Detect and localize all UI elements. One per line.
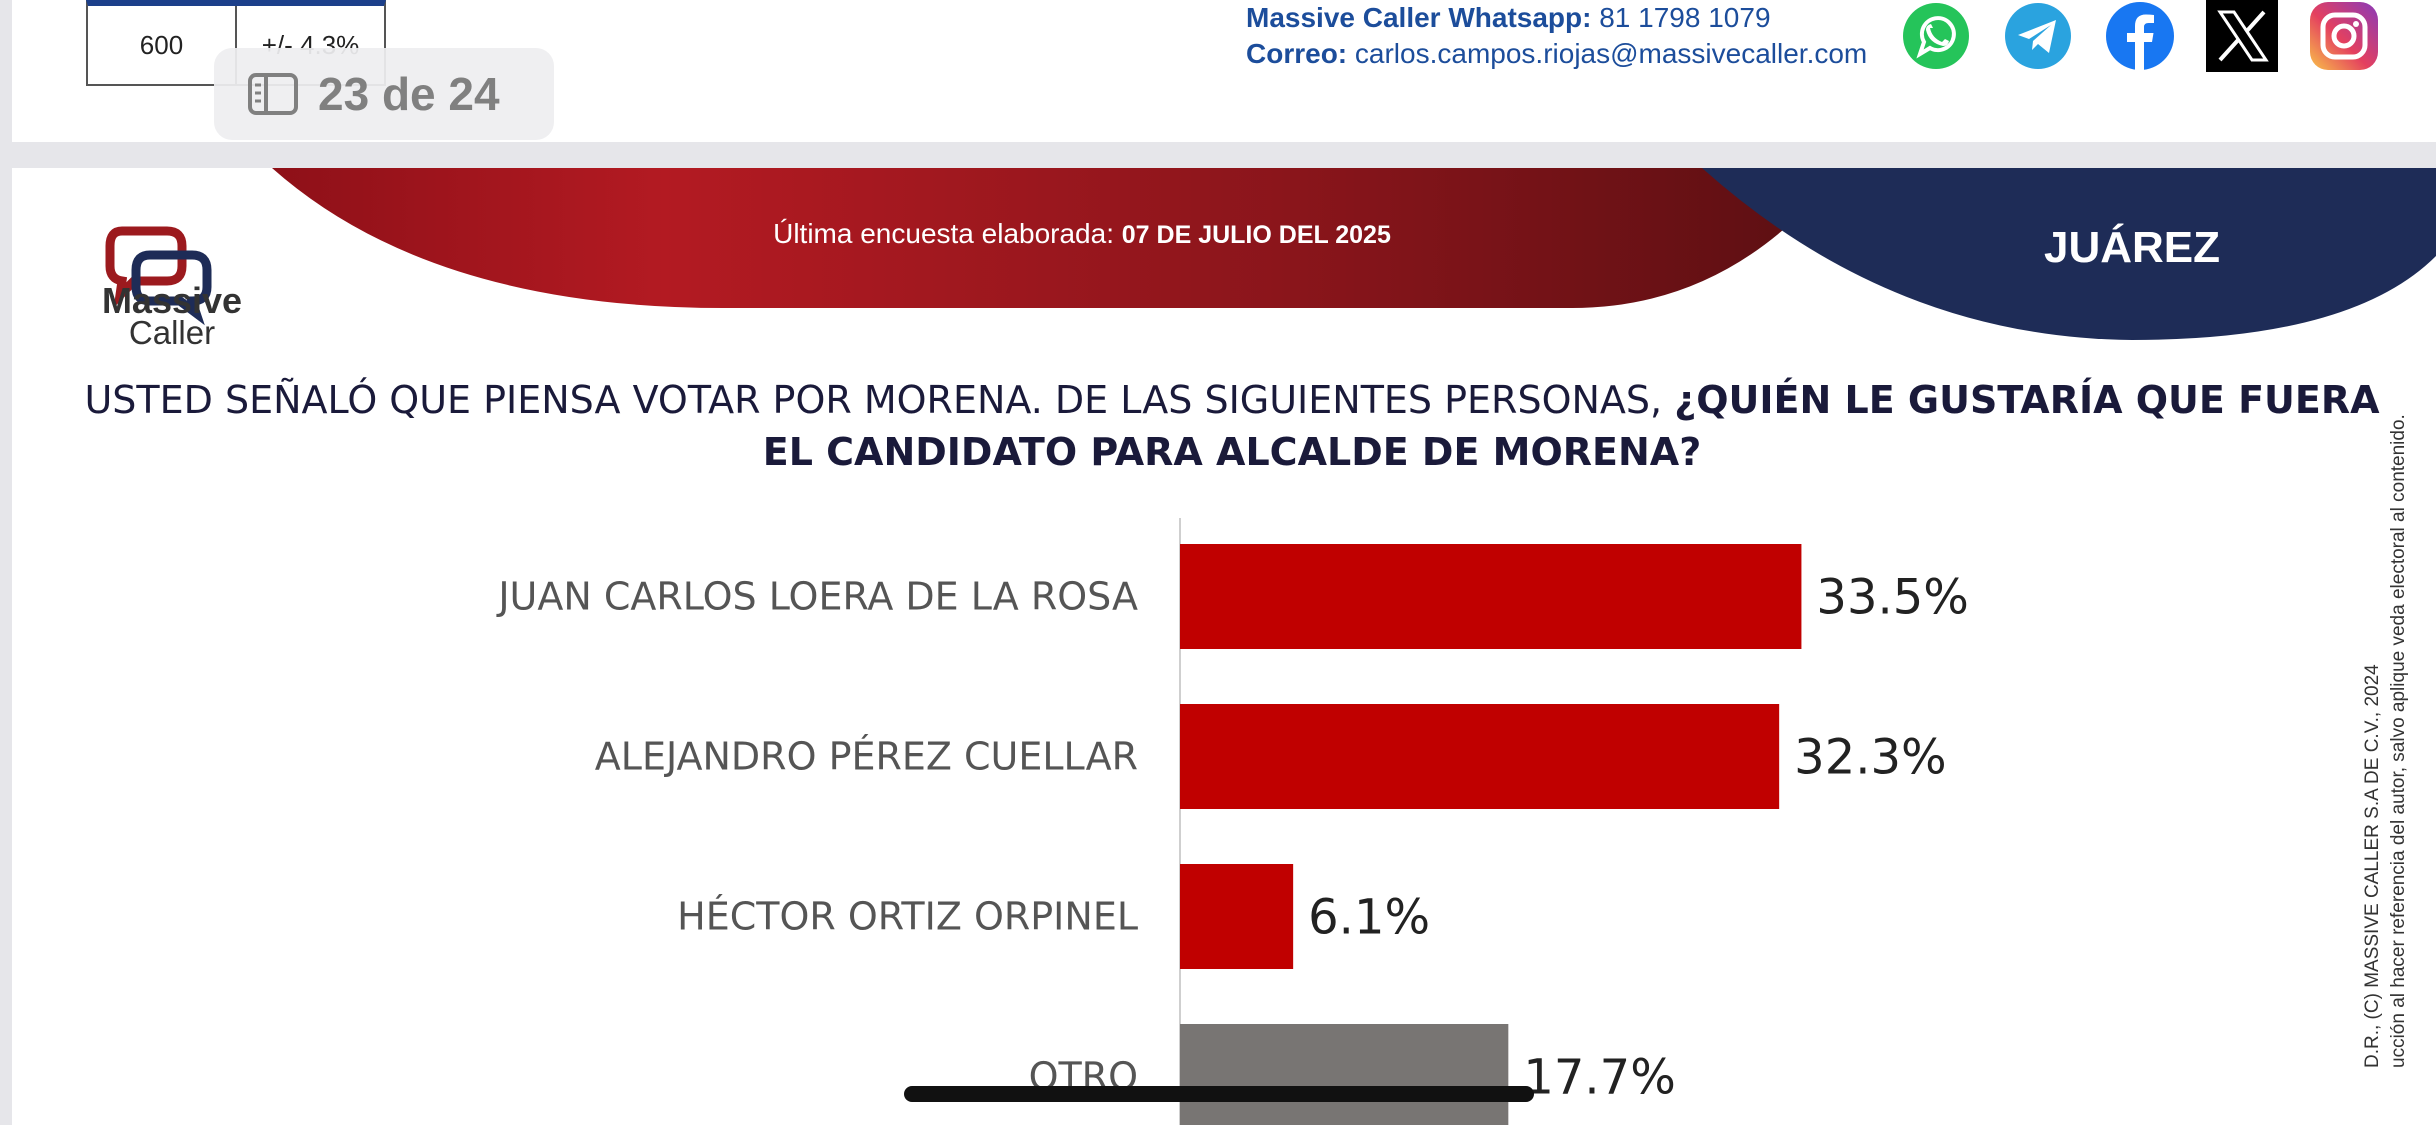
logo-word-massive: Massive: [101, 280, 243, 321]
region-title: JUÁREZ: [2043, 223, 2221, 272]
survey-slide: Massive Caller Última encuesta elaborada…: [12, 168, 2436, 1125]
whatsapp-icon[interactable]: [1900, 0, 1972, 72]
value-label-0: 33.5%: [1816, 570, 1968, 626]
copyright-notice: D.R., (C) MASSIVE CALLER S.A DE C.V., 20…: [2342, 168, 2432, 1125]
category-label-2: HÉCTOR ORTIZ ORPINEL: [677, 895, 1138, 939]
question-bold-2: EL CANDIDATO PARA ALCALDE DE MORENA?: [762, 430, 1702, 474]
whatsapp-number[interactable]: 81 1798 1079: [1599, 2, 1771, 33]
home-indicator[interactable]: [904, 1086, 1534, 1102]
value-label-3: 17.7%: [1523, 1050, 1675, 1106]
bar-2: [1180, 864, 1294, 969]
page-indicator[interactable]: 23 de 24: [214, 48, 554, 140]
bar-3: [1180, 1024, 1509, 1125]
massive-caller-logo: [105, 226, 212, 326]
header-banner: [272, 168, 2436, 340]
contact-info: Massive Caller Whatsapp: 81 1798 1079 Co…: [1246, 0, 1867, 72]
survey-date: Última encuesta elaborada: 07 DE JULIO D…: [732, 218, 1432, 250]
social-links: [1900, 0, 2380, 72]
x-icon[interactable]: [2206, 0, 2278, 72]
page-indicator-text: 23 de 24: [318, 68, 500, 120]
survey-date-value: 07 DE JULIO DEL 2025: [1121, 221, 1391, 249]
bar-0: [1180, 544, 1802, 649]
whatsapp-label: Massive Caller Whatsapp:: [1246, 2, 1592, 33]
instagram-icon[interactable]: [2308, 0, 2380, 72]
candidate-bar-chart: JUAN CARLOS LOERA DE LA ROSA 33.5% ALEJAND…: [496, 518, 1969, 1125]
survey-date-label: Última encuesta elaborada:: [773, 218, 1114, 249]
facebook-icon[interactable]: [2104, 0, 2176, 72]
survey-question: USTED SEÑALÓ QUE PIENSA VOTAR POR MORENA…: [72, 374, 2392, 478]
category-label-1: ALEJANDRO PÉREZ CUELLAR: [595, 735, 1138, 779]
value-label-2: 6.1%: [1308, 890, 1430, 946]
copyright-line-2: ucción al hacer referencia del autor, sa…: [2388, 414, 2409, 1068]
sample-size: 600: [139, 29, 184, 60]
email-address[interactable]: carlos.campos.riojas@massivecaller.com: [1354, 38, 1868, 69]
email-label: Correo:: [1246, 38, 1348, 69]
telegram-icon[interactable]: [2002, 0, 2074, 72]
value-label-1: 32.3%: [1794, 730, 1946, 786]
question-bold-1: ¿QUIÉN LE GUSTARÍA QUE FUERA: [1674, 378, 2380, 422]
sidebar-icon: [248, 73, 298, 115]
copyright-line-1: D.R., (C) MASSIVE CALLER S.A DE C.V., 20…: [2362, 664, 2383, 1068]
category-label-0: JUAN CARLOS LOERA DE LA ROSA: [496, 575, 1138, 619]
question-intro: USTED SEÑALÓ QUE PIENSA VOTAR POR MORENA…: [84, 378, 1675, 422]
logo-word-caller: Caller: [128, 314, 216, 351]
bar-1: [1180, 704, 1780, 809]
